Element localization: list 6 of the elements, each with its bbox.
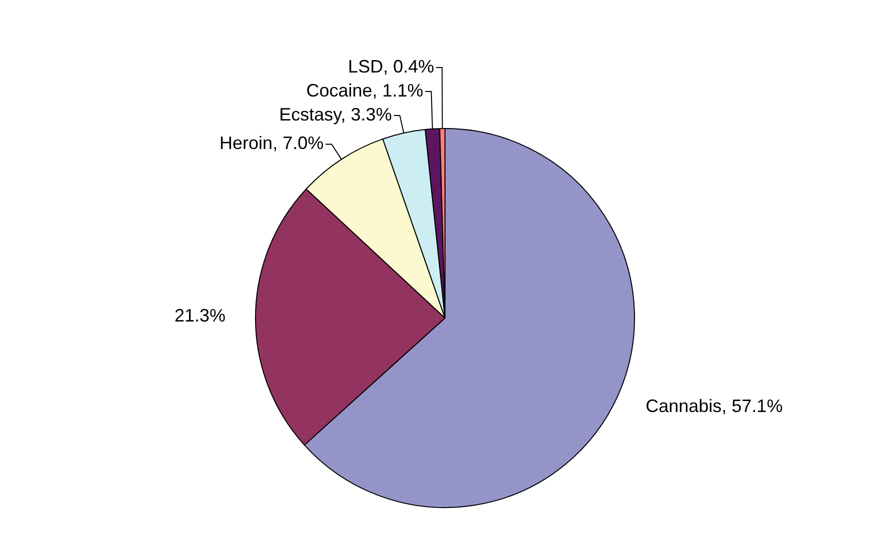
slice-label: LSD, 0.4% bbox=[348, 56, 434, 76]
slice-label: Heroin, 7.0% bbox=[220, 133, 324, 154]
slice-label: Cocaine, 1.1% bbox=[306, 80, 424, 100]
slice-label: Cannabis, 57.1% bbox=[646, 396, 783, 416]
slice-label: Ecstasy, 3.3% bbox=[279, 104, 392, 124]
data-label: 21.3% bbox=[174, 305, 226, 326]
